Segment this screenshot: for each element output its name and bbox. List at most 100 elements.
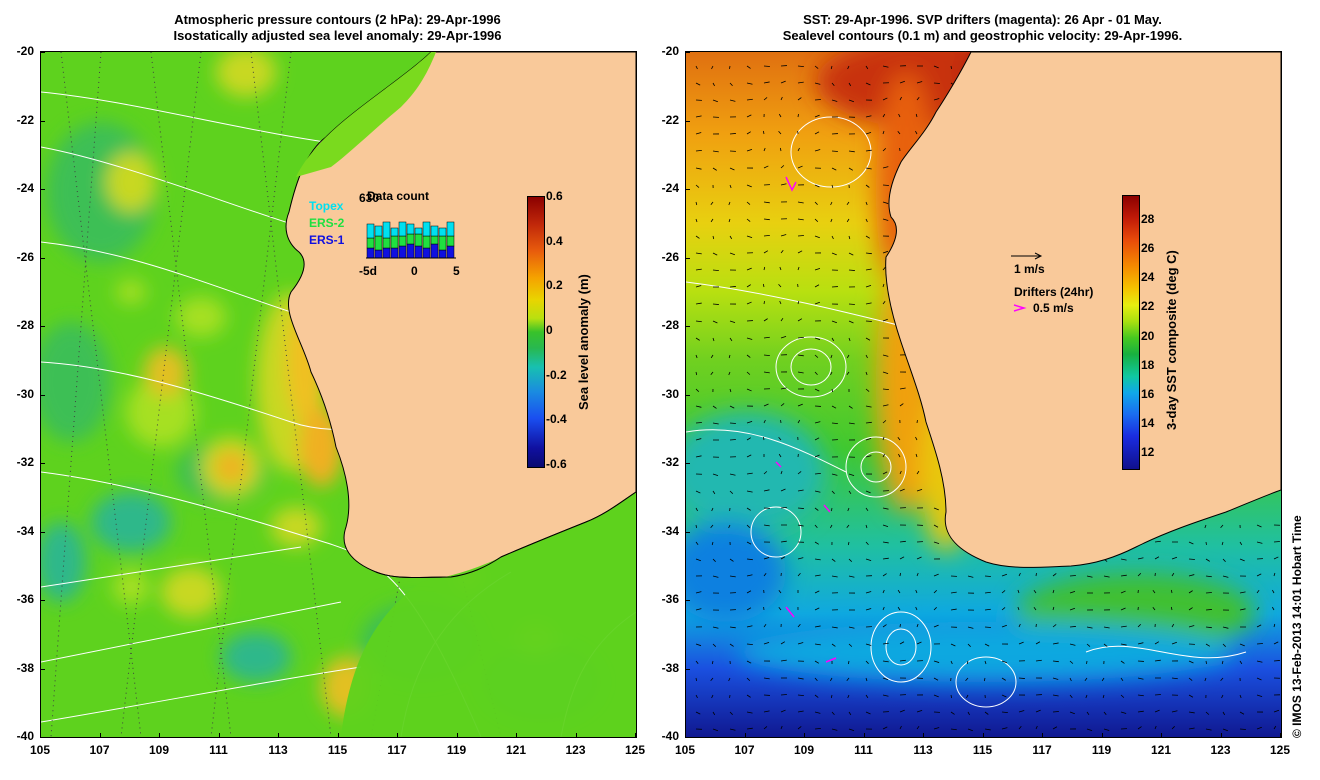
velocity-arrow: [1001, 727, 1008, 730]
velocity-arrow: [712, 303, 719, 305]
velocity-arrow: [763, 471, 768, 475]
velocity-arrow: [1256, 694, 1263, 697]
velocity-arrow: [933, 98, 940, 101]
velocity-arrow: [728, 354, 731, 359]
imos-credit: © IMOS 13-Feb-2013 14:01 Hobart Time: [1290, 515, 1304, 738]
velocity-arrow: [695, 132, 702, 135]
velocity-arrow: [763, 572, 767, 577]
velocity-arrow: [695, 201, 698, 206]
velocity-arrow: [950, 711, 955, 715]
velocity-arrow: [848, 558, 853, 562]
velocity-arrow: [712, 167, 717, 171]
velocity-arrow: [1205, 626, 1212, 629]
left-lat-tick: -22: [16, 112, 34, 127]
velocity-arrow: [831, 167, 837, 171]
velocity-arrow: [814, 301, 820, 305]
velocity-arrow: [848, 337, 851, 342]
velocity-arrow: [763, 81, 770, 84]
velocity-arrow: [882, 694, 889, 697]
velocity-arrow: [763, 642, 770, 645]
velocity-arrow: [763, 300, 765, 305]
velocity-arrow: [695, 660, 699, 665]
velocity-arrow: [1205, 711, 1210, 715]
velocity-arrow: [797, 300, 800, 305]
velocity-arrow: [746, 235, 753, 238]
velocity-arrow: [695, 65, 698, 70]
velocity-arrow: [848, 320, 854, 324]
velocity-arrow: [933, 524, 939, 528]
velocity-arrow: [916, 96, 920, 101]
velocity-arrow: [882, 573, 887, 577]
velocity-arrow: [1222, 643, 1226, 647]
velocity-arrow: [729, 711, 733, 715]
velocity-arrow: [950, 660, 953, 665]
velocity-arrow: [966, 694, 969, 699]
velocity-arrow: [712, 490, 716, 495]
velocity-arrow: [1222, 728, 1229, 732]
velocity-arrow: [916, 623, 919, 628]
right-lat-tick-mark: [685, 668, 690, 670]
velocity-arrow: [797, 419, 801, 424]
sst-colorbar-tick: 28: [1141, 212, 1155, 226]
velocity-arrow: [882, 166, 889, 169]
velocity-arrow: [729, 235, 733, 240]
right-lat-tick: -36: [661, 592, 679, 606]
velocity-arrow: [882, 624, 887, 628]
velocity-arrow: [933, 660, 940, 663]
velocity-arrow: [814, 507, 819, 511]
velocity-arrow: [797, 266, 800, 271]
left-lon-tick: 115: [327, 743, 348, 757]
velocity-arrow: [831, 99, 838, 102]
velocity-arrow: [1205, 643, 1211, 647]
velocity-arrow: [763, 218, 770, 221]
left-lat-tick-mark: [40, 668, 45, 670]
velocity-arrow: [1052, 573, 1057, 577]
sst-map[interactable]: 1 m/s Drifters (24hr) 0.5 m/s: [685, 51, 1282, 738]
velocity-arrow: [1017, 606, 1020, 611]
velocity-arrow: [846, 354, 850, 359]
velocity-arrow: [848, 167, 854, 171]
velocity-arrow: [1171, 572, 1175, 577]
left-map-title: Atmospheric pressure contours (2 hPa): 2…: [40, 12, 635, 44]
velocity-arrow: [1086, 728, 1093, 731]
drifter-legend-title: Drifters (24hr): [1014, 285, 1093, 299]
velocity-arrow: [865, 421, 872, 424]
sst-colorbar-tick: 12: [1141, 445, 1155, 459]
velocity-arrow: [865, 284, 872, 288]
right-lat-tick-mark: [685, 257, 690, 259]
velocity-arrow: [780, 641, 786, 645]
velocity-arrow: [865, 608, 872, 611]
velocity-arrow: [967, 626, 974, 629]
left-lon-tick-mark: [456, 733, 458, 738]
velocity-arrow: [865, 371, 868, 376]
velocity-arrow: [1001, 677, 1006, 681]
velocity-arrow: [797, 201, 804, 204]
right-lat-tick-mark: [685, 52, 690, 53]
velocity-arrow: [899, 470, 902, 475]
velocity-arrow: [763, 354, 770, 357]
left-lon-tick: 125: [624, 743, 646, 757]
velocity-arrow: [778, 130, 782, 135]
velocity-arrow: [865, 201, 868, 206]
velocity-arrow: [695, 252, 702, 255]
velocity-arrow: [865, 437, 872, 441]
velocity-arrow: [865, 541, 869, 545]
velocity-arrow: [846, 677, 850, 682]
data-count-bar: [382, 247, 391, 259]
velocity-arrow: [1188, 541, 1194, 545]
velocity-arrow: [882, 541, 889, 544]
velocity-arrow: [1103, 643, 1108, 647]
velocity-arrow: [1137, 677, 1144, 680]
geostrophic-velocity-arrows: [695, 65, 1280, 732]
velocity-arrow: [865, 337, 871, 341]
velocity-arrow: [763, 266, 766, 271]
velocity-arrow: [848, 150, 855, 153]
right-lat-tick: -24: [661, 181, 679, 195]
sea-level-anomaly-map[interactable]: 630 Data count Topex ERS-2 ERS-1 -5d 0 5: [40, 51, 637, 738]
data-count-bar: [438, 227, 447, 237]
data-count-bar: [390, 227, 399, 237]
sst-colorbar-tick: 18: [1141, 357, 1155, 372]
velocity-arrow: [882, 113, 886, 118]
velocity-arrow: [1204, 524, 1207, 529]
velocity-arrow: [865, 218, 868, 223]
